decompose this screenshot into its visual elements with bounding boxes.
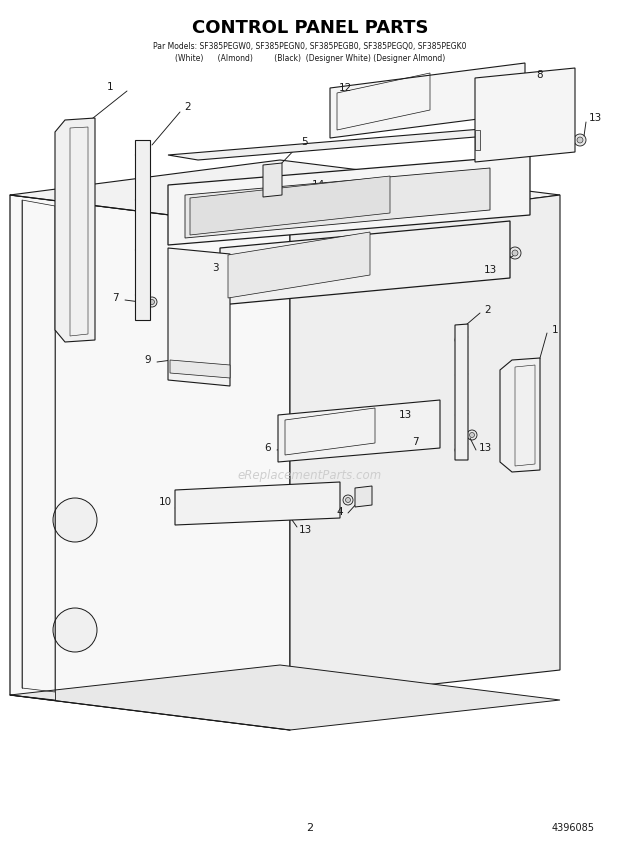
Text: 5: 5	[302, 137, 308, 147]
Text: 13: 13	[298, 525, 312, 535]
Text: 13: 13	[588, 113, 601, 123]
Polygon shape	[10, 160, 560, 230]
Text: 2: 2	[185, 102, 192, 112]
Text: 1: 1	[107, 82, 113, 92]
Text: 8: 8	[537, 70, 543, 80]
Polygon shape	[263, 163, 282, 197]
Text: 3: 3	[211, 263, 218, 273]
Circle shape	[343, 495, 353, 505]
Polygon shape	[475, 130, 480, 150]
Text: 10: 10	[159, 497, 172, 507]
Text: 7: 7	[112, 293, 118, 303]
Text: 14: 14	[311, 180, 325, 190]
Circle shape	[195, 305, 205, 315]
Polygon shape	[168, 155, 530, 245]
Circle shape	[574, 134, 586, 146]
Polygon shape	[168, 125, 560, 160]
Circle shape	[509, 247, 521, 259]
Text: Par Models: SF385PEGW0, SF385PEGN0, SF385PEGB0, SF385PEGQ0, SF385PEGK0: Par Models: SF385PEGW0, SF385PEGN0, SF38…	[153, 41, 467, 51]
Circle shape	[53, 498, 97, 542]
Polygon shape	[190, 176, 390, 235]
Text: 13: 13	[484, 265, 497, 275]
Polygon shape	[355, 486, 372, 507]
Polygon shape	[55, 118, 95, 342]
Polygon shape	[455, 324, 468, 460]
Text: 2: 2	[306, 823, 314, 833]
Polygon shape	[170, 360, 230, 378]
Polygon shape	[175, 482, 340, 525]
Polygon shape	[135, 140, 150, 320]
Polygon shape	[168, 248, 230, 386]
Circle shape	[455, 335, 465, 345]
Text: CONTROL PANEL PARTS: CONTROL PANEL PARTS	[192, 19, 428, 37]
Text: 7: 7	[412, 437, 418, 447]
Polygon shape	[10, 665, 560, 730]
Polygon shape	[228, 232, 370, 298]
Circle shape	[467, 430, 477, 440]
Text: 2: 2	[485, 305, 491, 315]
Polygon shape	[220, 221, 510, 305]
Text: 1: 1	[552, 325, 559, 335]
Text: (White)      (Almond)         (Black)  (Designer White) (Designer Almond): (White) (Almond) (Black) (Designer White…	[175, 54, 445, 62]
Circle shape	[269, 207, 275, 213]
Circle shape	[393, 427, 403, 437]
Circle shape	[266, 204, 278, 216]
Circle shape	[149, 300, 154, 305]
Text: 6: 6	[265, 443, 272, 453]
Polygon shape	[475, 68, 575, 162]
Circle shape	[455, 445, 465, 455]
Text: 9: 9	[144, 355, 151, 365]
Text: 13: 13	[399, 410, 412, 420]
Text: 13: 13	[479, 443, 492, 453]
Polygon shape	[500, 358, 540, 472]
Circle shape	[577, 137, 583, 143]
Circle shape	[469, 432, 474, 437]
Polygon shape	[185, 168, 490, 238]
Circle shape	[53, 608, 97, 652]
Text: 4396085: 4396085	[552, 823, 595, 833]
Polygon shape	[278, 400, 440, 462]
Text: 4: 4	[337, 507, 343, 517]
Polygon shape	[10, 195, 290, 730]
Circle shape	[427, 415, 437, 425]
Circle shape	[512, 250, 518, 256]
Text: 12: 12	[339, 83, 352, 93]
Circle shape	[430, 418, 435, 423]
Circle shape	[147, 297, 157, 307]
Circle shape	[345, 497, 350, 502]
Circle shape	[396, 430, 401, 435]
Text: eReplacementParts.com: eReplacementParts.com	[238, 468, 382, 482]
Polygon shape	[290, 195, 560, 700]
Polygon shape	[330, 63, 525, 138]
